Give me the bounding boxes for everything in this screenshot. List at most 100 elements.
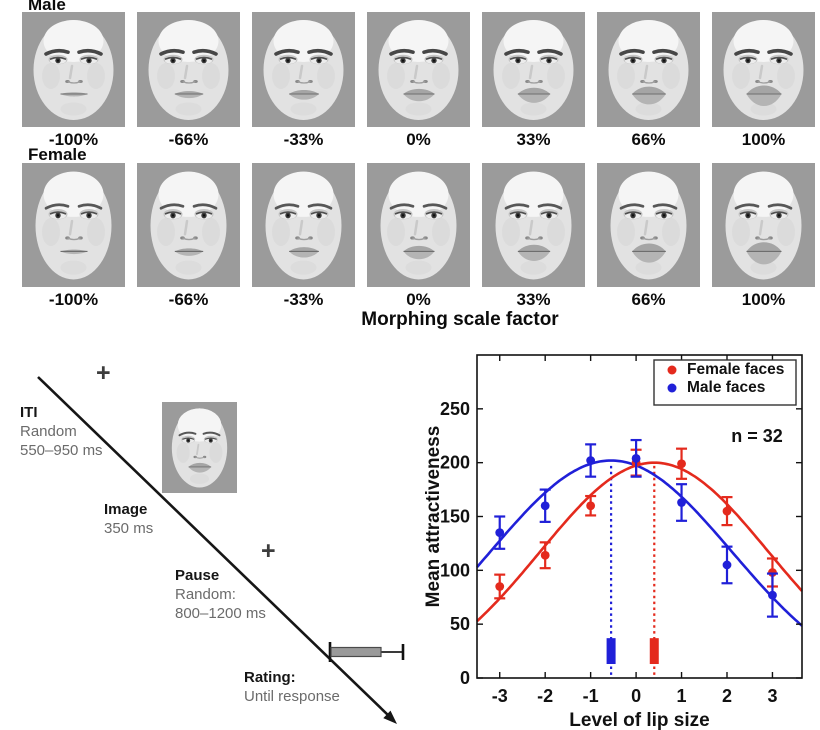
morph-factor-label: 66% (631, 290, 666, 309)
legend-marker (667, 365, 677, 375)
rating-title: Rating: (244, 669, 296, 686)
pause-line2: 800–1200 ms (175, 605, 266, 622)
data-point (722, 506, 732, 516)
legend-label: Female faces (687, 361, 784, 378)
morph-factor-label: -100% (48, 290, 99, 309)
morph-scale-axis-title: Morphing scale factor (361, 309, 559, 330)
y-tick-label: 150 (440, 507, 470, 527)
x-tick-label: -1 (583, 686, 599, 706)
results-chart: -3 -2 -1 0 1 2 3 0 50 (423, 345, 820, 730)
morph-face-image (162, 402, 237, 493)
morph-face-image (597, 12, 700, 127)
female-face-cell (367, 163, 470, 287)
x-tick-label: 1 (677, 686, 687, 706)
data-point (495, 582, 505, 591)
image-line1: 350 ms (104, 520, 154, 537)
legend-marker (667, 383, 677, 393)
male-face-cell (137, 12, 240, 127)
data-point (586, 456, 596, 465)
morph-face-image (597, 163, 700, 287)
morph-factor-label: 66% (631, 130, 666, 149)
male-face-cell (22, 12, 125, 127)
morph-face-image (482, 12, 585, 127)
morph-face-image (367, 12, 470, 127)
legend-label: Male faces (687, 379, 765, 396)
fixation-cross-1: + (96, 359, 111, 387)
morph-factor-label: 100% (741, 290, 786, 309)
iti-line2: 550–950 ms (20, 442, 103, 459)
trial-step-pause: Pause Random: 800–1200 ms (175, 566, 266, 623)
female-row-label: Female (28, 145, 87, 164)
data-point (722, 560, 732, 570)
fixation-cross-2: + (261, 537, 276, 565)
female-face-cell (252, 163, 355, 287)
pause-line1: Random: (175, 586, 236, 603)
y-tick-label: 0 (460, 668, 470, 688)
trial-step-rating: Rating: Until response (244, 668, 340, 706)
male-face-cell (597, 12, 700, 127)
morph-factor-label: 33% (516, 290, 551, 309)
data-point (495, 528, 505, 538)
y-tick-label: 50 (450, 614, 470, 634)
data-point (586, 501, 596, 511)
morph-face-image (367, 163, 470, 287)
morph-face-image (712, 163, 815, 287)
morph-factor-label: -66% (168, 130, 209, 149)
female-face-cell (22, 163, 125, 287)
morph-factor-label: 100% (741, 130, 786, 149)
iti-line1: Random (20, 423, 77, 440)
female-face-cell (597, 163, 700, 287)
morph-factor-label: -100% (48, 130, 99, 149)
results-chart-svg: -3 -2 -1 0 1 2 3 0 50 (423, 354, 803, 730)
x-tick-label: -2 (537, 686, 553, 706)
sample-size-annotation: n = 32 (731, 426, 783, 446)
image-title: Image (104, 501, 148, 518)
fit-curve (476, 459, 803, 627)
morph-face-image (137, 12, 240, 127)
morph-factor-label: 33% (516, 130, 551, 149)
data-point (768, 590, 777, 600)
male-face-cell (712, 12, 815, 127)
optimum-bar (606, 638, 616, 665)
y-tick-label: 200 (440, 453, 470, 473)
morph-face-image (252, 12, 355, 127)
data-point (677, 459, 686, 469)
data-point (677, 498, 686, 507)
morph-face-image (482, 163, 585, 287)
x-axis-title: Level of lip size (569, 710, 709, 730)
morph-factor-label: 0% (406, 290, 431, 309)
x-tick-label: 2 (722, 686, 732, 706)
morph-face-image (137, 163, 240, 287)
female-face-cell (137, 163, 240, 287)
arrowhead-icon (383, 710, 397, 724)
male-face-cell (482, 12, 585, 127)
trial-timeline-arrow (37, 376, 397, 724)
rating-line1: Until response (244, 688, 340, 705)
morph-face-image (252, 163, 355, 287)
trial-step-image: Image 350 ms (104, 500, 153, 538)
pause-title: Pause (175, 567, 220, 584)
morph-factor-label: -33% (283, 130, 324, 149)
y-tick-label: 250 (440, 399, 470, 419)
x-tick-label: 3 (767, 686, 777, 706)
male-row-label: Male (28, 0, 66, 14)
female-face-cell (482, 163, 585, 287)
trial-stimulus-face (162, 402, 237, 498)
iti-title: ITI (20, 404, 38, 421)
morph-face-image (22, 163, 125, 287)
trial-step-iti: ITI Random 550–950 ms (20, 403, 103, 460)
morph-face-image (712, 12, 815, 127)
male-face-cell (252, 12, 355, 127)
data-point (540, 550, 550, 560)
morph-factor-label: -33% (283, 290, 324, 309)
data-point (540, 501, 550, 511)
y-axis-title: Mean attractiveness (425, 426, 444, 608)
male-face-cell (367, 12, 470, 127)
rating-scale-icon (328, 642, 405, 662)
x-tick-label: -3 (492, 686, 508, 706)
y-tick-label: 100 (440, 560, 470, 580)
morph-factor-label: 0% (406, 130, 431, 149)
female-face-cell (712, 163, 815, 287)
x-tick-label: 0 (631, 686, 641, 706)
